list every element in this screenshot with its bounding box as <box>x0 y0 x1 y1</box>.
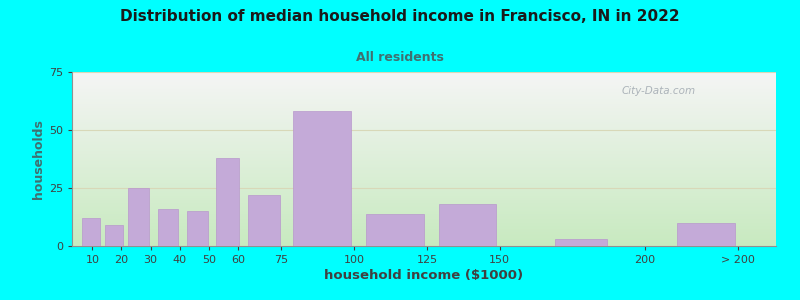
Bar <box>678 223 735 246</box>
Bar <box>186 211 207 246</box>
Bar <box>129 188 150 246</box>
Y-axis label: households: households <box>32 119 45 199</box>
Bar <box>158 209 178 246</box>
Text: All residents: All residents <box>356 51 444 64</box>
Text: Distribution of median household income in Francisco, IN in 2022: Distribution of median household income … <box>120 9 680 24</box>
Text: City-Data.com: City-Data.com <box>621 86 695 96</box>
Bar <box>555 239 607 246</box>
Bar <box>105 225 123 246</box>
Bar <box>216 158 239 246</box>
Bar <box>248 195 280 246</box>
Bar <box>82 218 100 246</box>
Bar <box>366 214 424 246</box>
X-axis label: household income ($1000): household income ($1000) <box>325 269 523 282</box>
Bar <box>294 111 351 246</box>
Bar <box>439 204 497 246</box>
